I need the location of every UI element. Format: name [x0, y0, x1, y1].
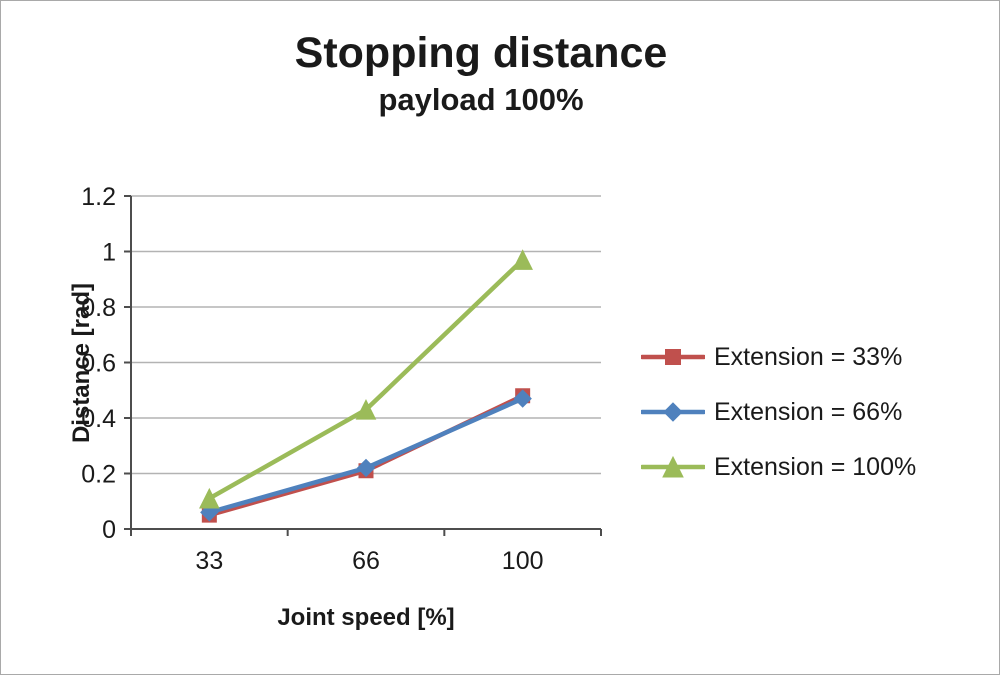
y-tick-label: 1 — [102, 239, 116, 267]
legend-item: Extension = 100% — [641, 449, 916, 485]
legend-label: Extension = 33% — [714, 342, 903, 371]
y-tick-label: 0.4 — [81, 405, 116, 433]
triangle-marker-line-icon — [641, 455, 705, 478]
series-marker-2 — [512, 249, 533, 270]
series-marker-2 — [199, 487, 220, 509]
legend-label: Extension = 66% — [714, 397, 903, 426]
diamond-marker-line-icon — [641, 402, 705, 422]
legend-marker — [663, 402, 683, 422]
y-tick-label: 0 — [102, 516, 116, 544]
series-marker-1 — [513, 389, 532, 408]
x-tick-label: 100 — [502, 547, 544, 575]
series-marker-2 — [355, 399, 377, 420]
y-tick-label: 0.2 — [81, 461, 116, 489]
y-axis-title: Distance [rad] — [68, 283, 95, 443]
plot-area: 0 0.2 0.4 0.6 0.8 1 1.2 33 66 100 — [81, 183, 602, 575]
y-tick-label: 0.6 — [81, 350, 116, 378]
x-tick-label: 66 — [352, 547, 380, 575]
x-axis-title: Joint speed [%] — [277, 604, 454, 631]
y-tick-label: 0.8 — [81, 294, 116, 322]
legend-item: Extension = 33% — [641, 339, 916, 375]
legend-item: Extension = 66% — [641, 394, 916, 430]
legend: Extension = 33% Extension = 66% Extensio… — [641, 339, 916, 485]
legend-label: Extension = 100% — [714, 452, 917, 481]
legend-marker — [665, 349, 681, 365]
chart-title: Stopping distance — [294, 29, 668, 77]
x-tick-label: 33 — [195, 547, 223, 575]
title-block: Stopping distance payload 100% — [1, 29, 961, 118]
chart-subtitle: payload 100% — [378, 82, 584, 118]
square-marker-line-icon — [641, 349, 705, 365]
series-marker-1 — [356, 458, 376, 478]
y-tick-label: 1.2 — [81, 183, 116, 211]
legend-marker — [662, 455, 684, 478]
